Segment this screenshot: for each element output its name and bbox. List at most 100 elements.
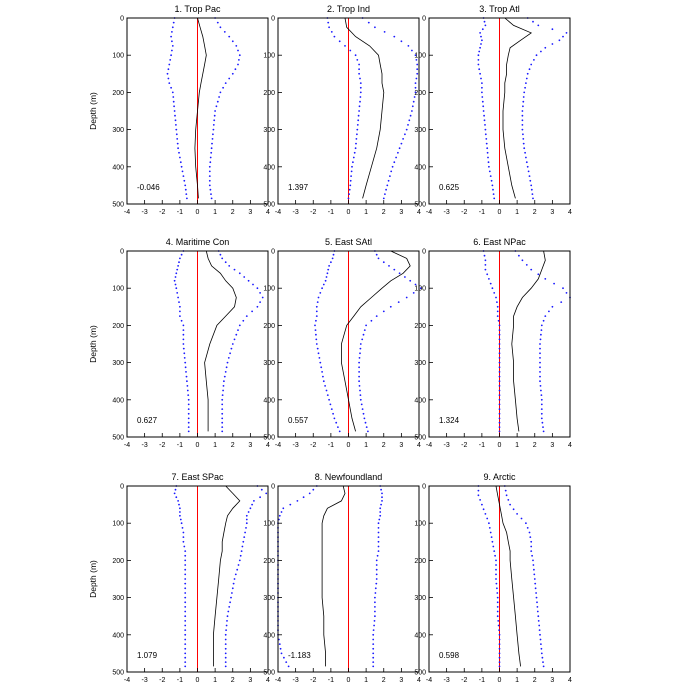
mean-profile-line bbox=[495, 485, 521, 667]
lower_bound-dot bbox=[359, 96, 362, 98]
upper_bound-dot bbox=[540, 412, 543, 415]
x-tick-label: -4 bbox=[275, 442, 281, 449]
lower_bound-dot bbox=[176, 268, 179, 271]
lower_bound-dot bbox=[352, 161, 354, 164]
lower_bound-dot bbox=[338, 430, 341, 433]
upper_bound-dot bbox=[414, 283, 417, 286]
panel-1: -4 -3 -2 -1 0 1 2 3 4 0 100 200 300 400 500 1. Trop Pac… bbox=[112, 4, 270, 216]
upper_bound-dot bbox=[411, 105, 414, 108]
upper_bound-dot bbox=[534, 587, 537, 590]
upper_bound-dot bbox=[228, 265, 231, 267]
lower_bound-dot bbox=[480, 43, 482, 45]
lower_bound-dot bbox=[182, 175, 185, 178]
upper_bound-dot bbox=[540, 408, 543, 410]
lower_bound-dot bbox=[183, 545, 186, 548]
upper_bound-dot bbox=[243, 276, 246, 278]
lower_bound-dot bbox=[179, 507, 181, 510]
lower_bound-dot bbox=[337, 426, 339, 428]
lower_bound-dot bbox=[180, 253, 183, 256]
upper_bound-dot bbox=[397, 151, 399, 154]
lower_bound-dot bbox=[498, 385, 501, 387]
lower_bound-dot bbox=[478, 68, 481, 71]
lower_bound-dot bbox=[312, 488, 315, 491]
lower_bound-dot bbox=[183, 352, 186, 355]
upper_bound-dot bbox=[530, 188, 533, 191]
lower_bound-dot bbox=[184, 638, 187, 641]
lower_bound-dot bbox=[498, 361, 501, 364]
lower_bound-dot bbox=[184, 652, 187, 655]
upper_bound-dot bbox=[382, 197, 385, 200]
lower_bound-dot bbox=[176, 142, 179, 145]
upper_bound-dot bbox=[525, 82, 527, 84]
lower_bound-dot bbox=[496, 592, 499, 594]
lower_bound-dot bbox=[498, 643, 501, 645]
y-tick-label: 100 bbox=[112, 286, 124, 293]
lower_bound-dot bbox=[491, 184, 494, 187]
upper_bound-dot bbox=[400, 40, 403, 43]
upper_bound-dot bbox=[210, 193, 212, 196]
upper_bound-dot bbox=[245, 514, 248, 517]
lower_bound-dot bbox=[488, 165, 490, 168]
x-tick-label: -2 bbox=[461, 677, 467, 684]
upper_bound-dot bbox=[221, 257, 224, 260]
panel-annotation: 0.627 bbox=[137, 416, 158, 425]
lower_bound-dot bbox=[477, 494, 480, 497]
upper_bound-dot bbox=[539, 357, 541, 359]
y-tick-label: 300 bbox=[263, 595, 275, 602]
upper_bound-dot bbox=[527, 170, 530, 173]
upper_bound-dot bbox=[528, 68, 531, 71]
y-tick-label: 0 bbox=[120, 484, 124, 491]
lower_bound-dot bbox=[488, 278, 490, 280]
lower_bound-dot bbox=[185, 193, 188, 196]
upper_bound-dot bbox=[251, 310, 254, 313]
lower_bound-dot bbox=[489, 531, 492, 534]
panel-annotation: 0.625 bbox=[439, 183, 460, 192]
lower_bound-dot bbox=[325, 276, 328, 278]
upper_bound-dot bbox=[358, 375, 360, 378]
upper_bound-dot bbox=[231, 40, 234, 43]
upper_bound-dot bbox=[540, 389, 542, 392]
upper_bound-dot bbox=[221, 398, 224, 401]
lower_bound-dot bbox=[327, 21, 330, 24]
lower_bound-dot bbox=[184, 643, 187, 645]
upper_bound-dot bbox=[398, 272, 401, 275]
x-tick-label: -1 bbox=[328, 677, 334, 684]
upper_bound-dot bbox=[259, 496, 261, 499]
upper_bound-dot bbox=[521, 259, 524, 262]
y-tick-label: 400 bbox=[414, 397, 426, 404]
lower_bound-dot bbox=[182, 329, 185, 331]
y-tick-label: 100 bbox=[414, 286, 426, 293]
lower_bound-dot bbox=[182, 324, 185, 327]
lower_bound-dot bbox=[498, 380, 501, 383]
lower_bound-dot bbox=[495, 582, 498, 585]
y-tick-label: 100 bbox=[263, 286, 275, 293]
upper_bound-dot bbox=[548, 310, 550, 313]
lower_bound-dot bbox=[496, 596, 499, 599]
upper_bound-dot bbox=[538, 629, 541, 631]
x-tick-label: 0 bbox=[498, 209, 502, 216]
lower_bound-dot bbox=[184, 554, 187, 557]
upper_bound-dot bbox=[233, 338, 236, 341]
lower_bound-dot bbox=[354, 54, 357, 57]
upper_bound-dot bbox=[414, 91, 417, 94]
upper_bound-dot bbox=[375, 578, 378, 580]
x-tick-label: -2 bbox=[461, 209, 467, 216]
upper_bound-dot bbox=[541, 421, 544, 424]
lower_bound-dot bbox=[182, 343, 185, 345]
lower_bound-dot bbox=[350, 175, 352, 178]
upper_bound-dot bbox=[377, 522, 380, 525]
upper_bound-dot bbox=[221, 417, 224, 420]
y-tick-label: 0 bbox=[422, 249, 426, 256]
lower_bound-dot bbox=[332, 253, 335, 256]
x-tick-label: -3 bbox=[444, 677, 450, 684]
lower_bound-dot bbox=[356, 133, 358, 136]
upper_bound-dot bbox=[530, 268, 533, 271]
upper_bound-dot bbox=[260, 488, 263, 491]
lower_bound-dot bbox=[184, 624, 187, 627]
x-tick-label: -3 bbox=[142, 677, 148, 684]
lower_bound-dots bbox=[173, 250, 190, 433]
lower_bound-dot bbox=[492, 188, 494, 191]
lower_bound-dot bbox=[338, 40, 341, 43]
lower_bound-dot bbox=[353, 151, 356, 154]
y-tick-label: 0 bbox=[422, 484, 426, 491]
